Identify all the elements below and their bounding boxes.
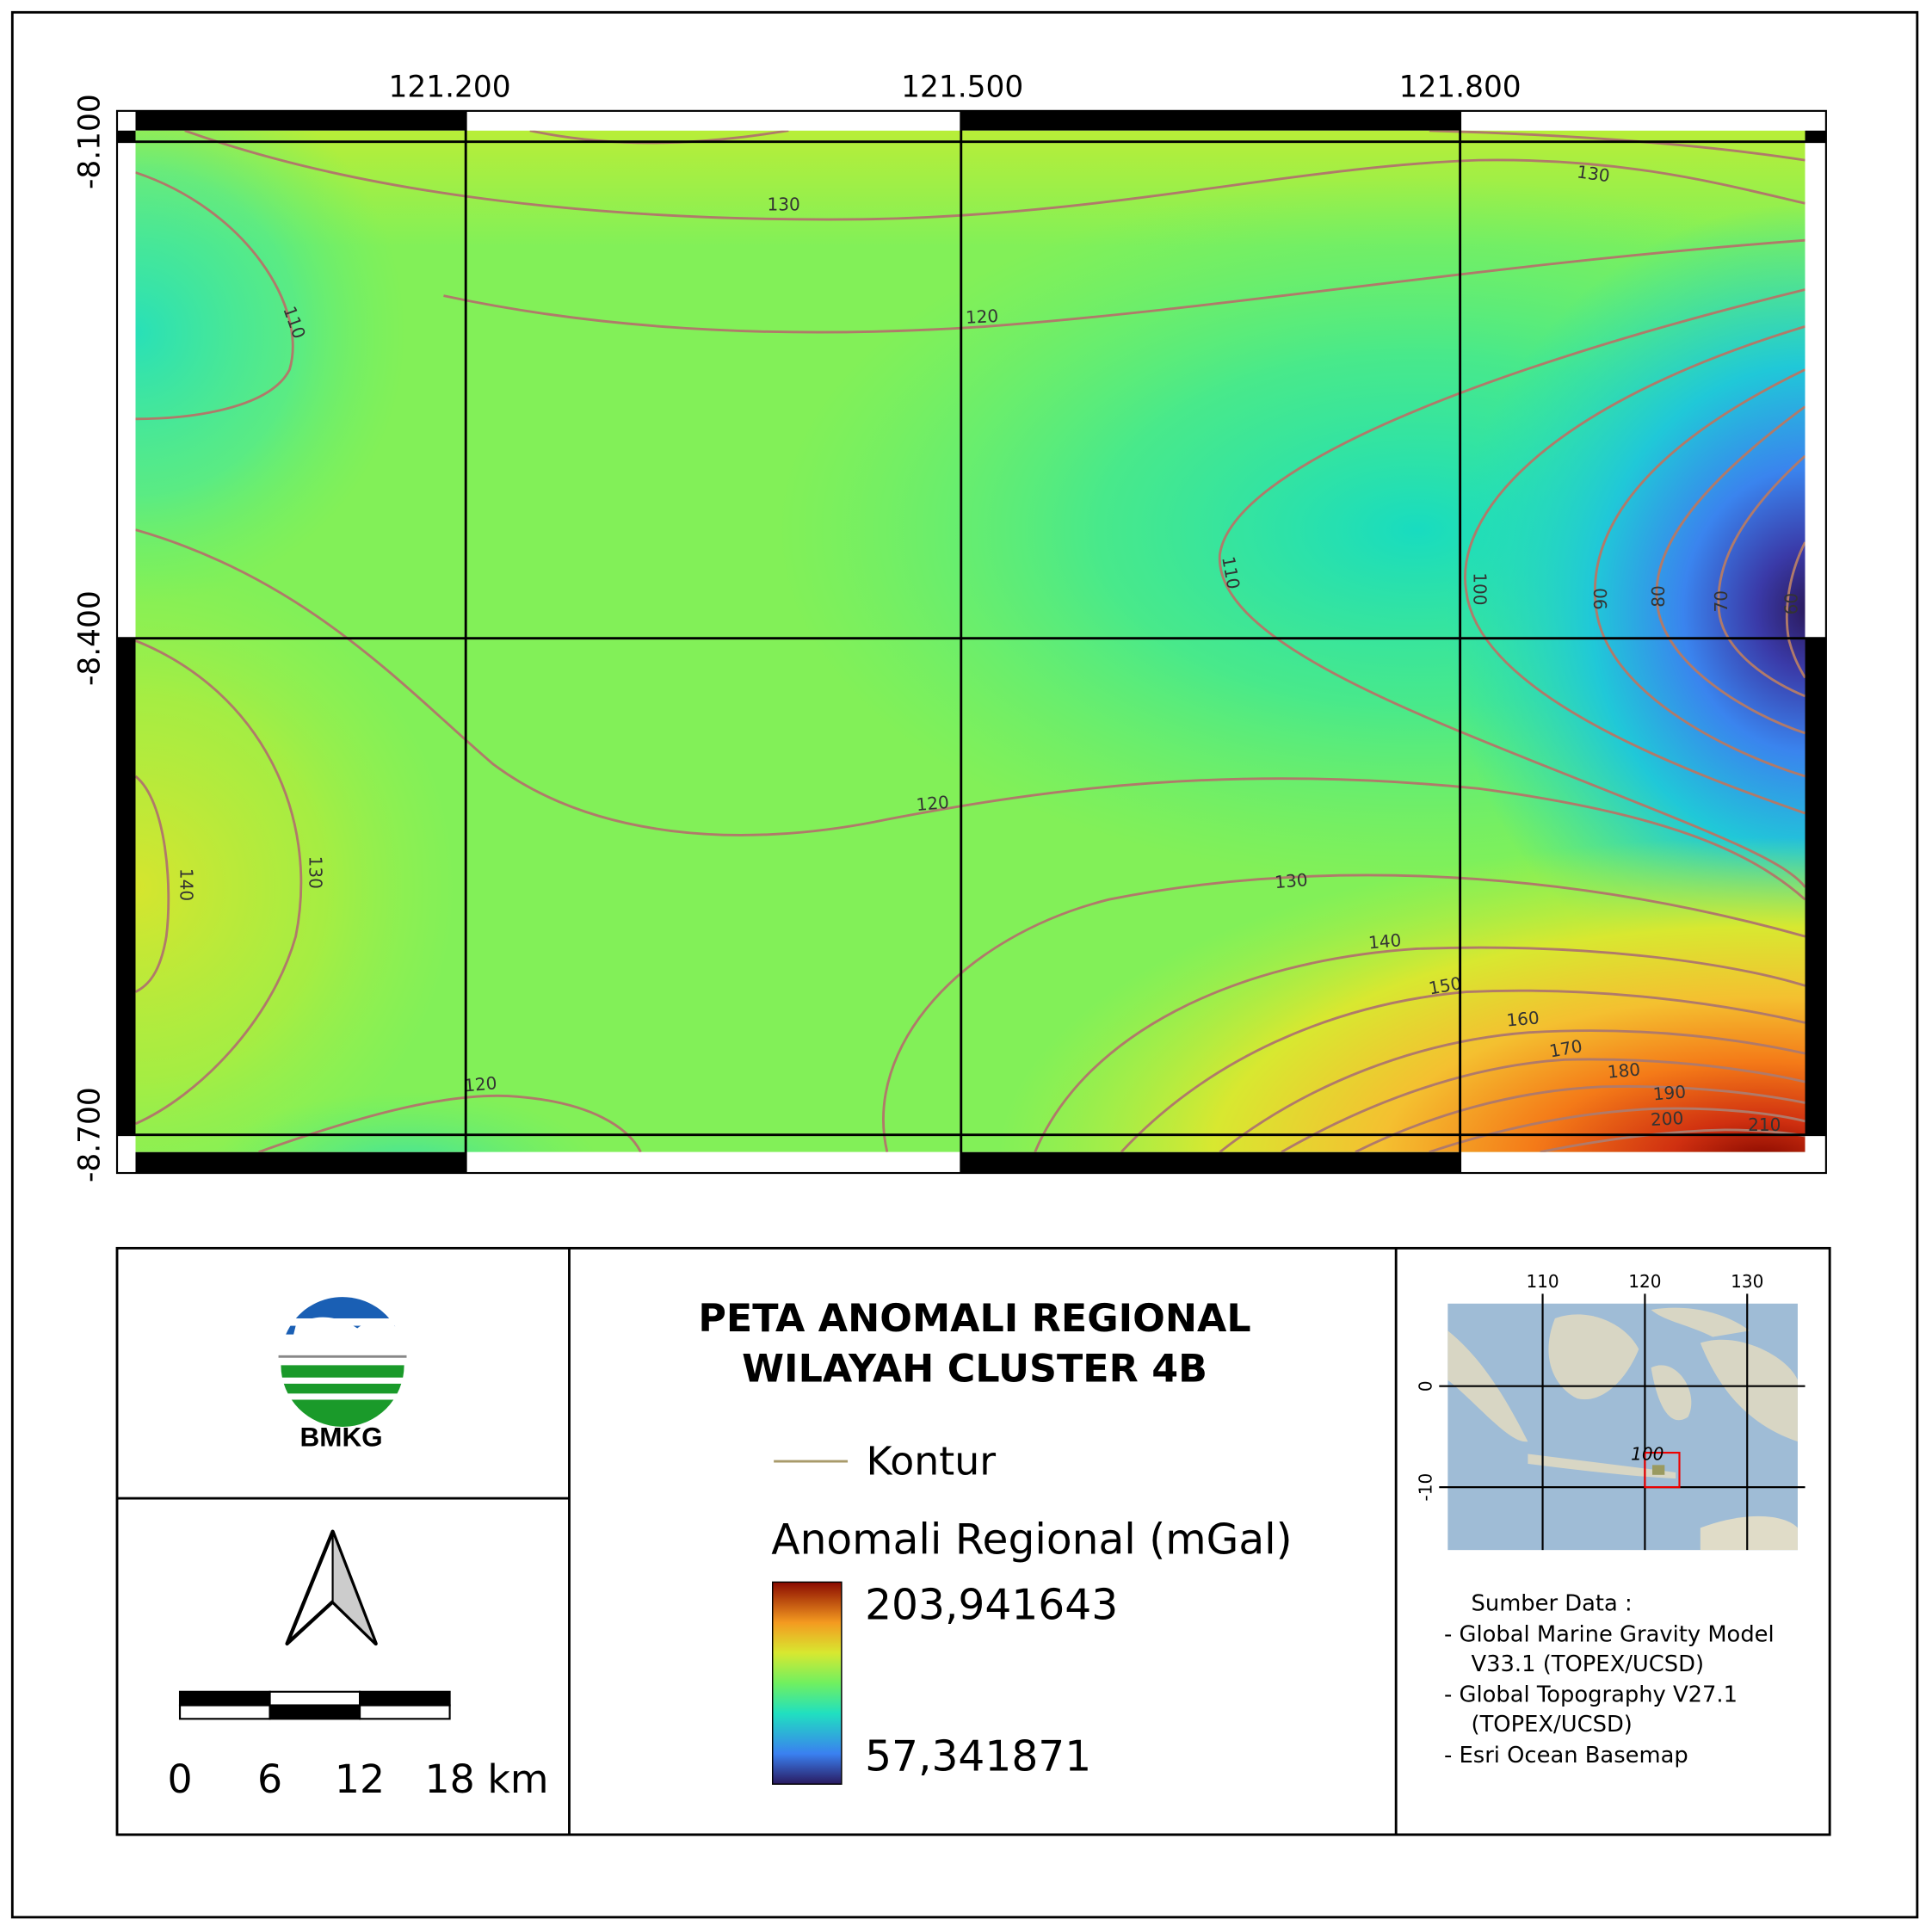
- x-tick-label: 121.800: [1399, 71, 1522, 105]
- contour-label: 160: [1505, 1007, 1540, 1030]
- scale-label: 18 km: [425, 1756, 549, 1802]
- source-line: - Global Marine Gravity Model: [1444, 1621, 1775, 1647]
- sources: Sumber Data : - Global Marine Gravity Mo…: [1444, 1591, 1775, 1768]
- contour-lines: [135, 130, 1805, 1152]
- inset-x-tick: 130: [1731, 1271, 1763, 1292]
- inset-y-tick: -10: [1415, 1473, 1435, 1502]
- contour-label: 80: [1648, 585, 1669, 608]
- title: PETA ANOMALI REGIONAL WILAYAH CLUSTER 4B: [698, 1297, 1250, 1392]
- frame-checker: [117, 110, 1826, 1174]
- legend-contour-label: Kontur: [867, 1437, 997, 1484]
- bmkg-logo: BMKG: [278, 1297, 407, 1453]
- contour-label: 140: [176, 868, 196, 901]
- logo-text: BMKG: [299, 1422, 382, 1453]
- legend-ramp-title: Anomali Regional (mGal): [771, 1516, 1292, 1565]
- inset-x-tick: 110: [1526, 1271, 1559, 1292]
- inset-ticks: 110 120 130 0 -10: [1415, 1271, 1763, 1502]
- graticule: [117, 110, 1826, 1174]
- contour-label: 70: [1711, 590, 1731, 613]
- contour-label: 180: [1607, 1059, 1641, 1083]
- y-tick-label: -8.400: [72, 590, 107, 686]
- legend-min: 57,341871: [865, 1733, 1091, 1781]
- source-line: (TOPEX/UCSD): [1472, 1712, 1633, 1738]
- color-ramp: [771, 1581, 843, 1785]
- source-line: V33.1 (TOPEX/UCSD): [1472, 1651, 1705, 1677]
- source-line: - Esri Ocean Basemap: [1444, 1743, 1688, 1768]
- title-line: WILAYAH CLUSTER 4B: [742, 1348, 1207, 1392]
- contour-label: 60: [1781, 593, 1802, 615]
- contour-label: 130: [1576, 161, 1611, 186]
- scale-labels: 0 6 12 18 km: [167, 1756, 548, 1802]
- scale-label: 6: [257, 1756, 282, 1802]
- contour-label: 210: [1748, 1114, 1781, 1135]
- source-line: - Global Topography V27.1: [1444, 1682, 1738, 1708]
- contour-label: 200: [1650, 1108, 1683, 1130]
- inset-y-tick: 0: [1415, 1380, 1435, 1392]
- contour-label: 120: [463, 1072, 497, 1096]
- x-tick-label: 121.200: [389, 71, 511, 105]
- contour-label: 90: [1590, 588, 1611, 610]
- contour-label: 130: [306, 856, 326, 889]
- contour-label: 100: [1470, 572, 1491, 605]
- scale-bar: [178, 1690, 451, 1720]
- x-tick-label: 121.500: [901, 71, 1023, 105]
- inset-x-tick: 120: [1628, 1271, 1661, 1292]
- scale-label: 0: [167, 1756, 192, 1802]
- map-ticks: 121.200 121.500 121.800 -8.100 -8.400 -8…: [72, 71, 1521, 1182]
- title-line: PETA ANOMALI REGIONAL: [698, 1297, 1250, 1341]
- sources-heading: Sumber Data :: [1472, 1591, 1633, 1617]
- contour-label: 120: [916, 792, 950, 815]
- info-panel: [115, 1246, 1831, 1836]
- scale-label: 12: [335, 1756, 385, 1802]
- inset-label: 100: [1631, 1443, 1663, 1464]
- contour-label: 140: [1367, 929, 1402, 953]
- contour-label: 130: [767, 194, 799, 215]
- legend-max: 203,941643: [865, 1581, 1118, 1629]
- y-tick-label: -8.100: [72, 94, 107, 189]
- contour-label: 120: [965, 306, 998, 328]
- north-arrow: [285, 1529, 378, 1646]
- y-tick-label: -8.700: [72, 1087, 107, 1182]
- inset-map: 100: [1439, 1293, 1805, 1551]
- contour-label: 190: [1652, 1081, 1687, 1104]
- contour-label: 130: [1274, 869, 1308, 892]
